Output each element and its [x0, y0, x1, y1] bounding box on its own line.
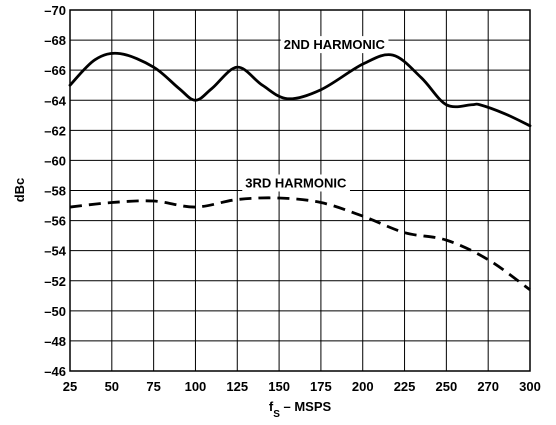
- x-tick-label-2: 75: [146, 379, 160, 394]
- x-tick-label-11: 300: [519, 379, 541, 394]
- series-line-2: [69, 196, 531, 291]
- series-label-1: 2ND HARMONIC: [284, 37, 386, 52]
- y-tick-label-4: –62: [44, 123, 66, 138]
- y-tick-label-9: –52: [44, 274, 66, 289]
- y-tick-label-7: –56: [44, 214, 66, 229]
- y-tick-label-8: –54: [44, 244, 66, 259]
- x-tick-label-10: 270: [477, 379, 499, 394]
- y-tick-labels: –70 –68 –66 –64 –62 –60 –58 –56 –54 –52 –50 –48 –46: [44, 3, 66, 379]
- series-labels: 2ND HARMONIC 3RD HARMONIC: [242, 36, 389, 192]
- y-axis-title: dBc: [12, 178, 27, 203]
- plot-frame: [69, 9, 531, 372]
- x-axis-title-main: f: [269, 399, 274, 414]
- y-tick-label-10: –50: [44, 304, 66, 319]
- series-label-2: 3RD HARMONIC: [245, 175, 347, 190]
- x-tick-labels: 25 50 75 100 125 150 175 200 225 250 270 300: [63, 379, 541, 394]
- x-axis-title-rest: – MSPS: [280, 399, 332, 414]
- x-tick-label-0: 25: [63, 379, 77, 394]
- x-tick-label-1: 50: [105, 379, 119, 394]
- series-line-1: [68, 51, 532, 128]
- x-tick-label-7: 200: [352, 379, 374, 394]
- x-tick-label-3: 100: [185, 379, 207, 394]
- x-axis-title-subscript: S: [273, 409, 280, 420]
- x-tick-label-5: 150: [268, 379, 290, 394]
- y-tick-label-12: –46: [44, 364, 66, 379]
- x-tick-label-4: 125: [226, 379, 248, 394]
- y-tick-label-3: –64: [44, 93, 66, 108]
- x-tick-label-8: 225: [394, 379, 416, 394]
- y-tick-label-1: –68: [44, 33, 66, 48]
- y-tick-label-0: –70: [44, 3, 66, 18]
- y-tick-label-11: –48: [44, 334, 66, 349]
- series-label-bg-1: [280, 36, 389, 54]
- y-tick-label-6: –58: [44, 184, 66, 199]
- x-tick-label-6: 175: [310, 379, 332, 394]
- series-lines: [68, 51, 532, 291]
- x-tick-label-9: 250: [436, 379, 458, 394]
- y-tick-label-5: –60: [44, 153, 66, 168]
- y-tick-label-2: –66: [44, 63, 66, 78]
- x-axis-title: fS – MSPS: [269, 399, 332, 420]
- series-label-bg-2: [242, 174, 350, 192]
